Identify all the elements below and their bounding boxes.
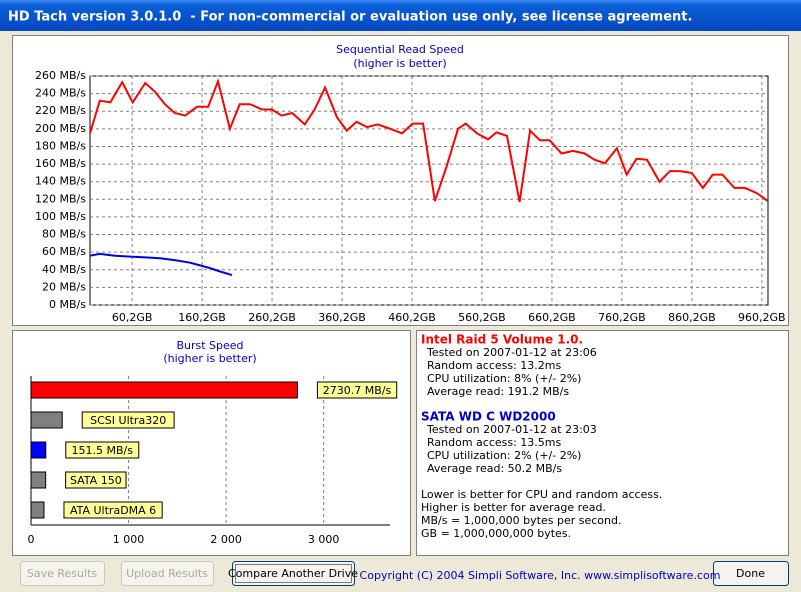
chart-title: Sequential Read Speed xyxy=(336,43,464,56)
title-bar xyxy=(0,0,801,31)
button xyxy=(121,561,214,586)
drive-stat: CPU utilization: 8% (+/- 2%) xyxy=(427,372,581,385)
x-tick-label: 60,2GB xyxy=(112,311,153,324)
drive-stat: Tested on 2007-01-12 at 23:03 xyxy=(426,423,597,436)
bar-label-box xyxy=(65,441,140,459)
copyright: Copyright (C) 2004 Simpli Software, Inc.… xyxy=(360,569,721,582)
x-tick-label: 0 xyxy=(28,533,35,546)
y-tick-label: 120 MB/s xyxy=(35,192,86,205)
button xyxy=(20,561,105,586)
bar xyxy=(30,441,47,459)
y-tick-label: 40 MB/s xyxy=(42,263,86,276)
button-label[interactable]: Done xyxy=(736,567,765,580)
y-tick-label: 180 MB/s xyxy=(35,139,86,152)
drive-stat: Random access: 13.2ms xyxy=(427,359,562,372)
chart-title: Burst Speed xyxy=(176,339,243,352)
bar-label: 2730.7 MB/s xyxy=(323,384,392,397)
drive-heading: Intel Raid 5 Volume 1.0. xyxy=(421,333,583,347)
y-tick-label: 0 MB/s xyxy=(49,298,86,311)
x-tick-label: 1 000 xyxy=(113,533,145,546)
x-tick-label: 760,2GB xyxy=(598,311,646,324)
x-tick-label: 3 000 xyxy=(308,533,340,546)
chart-subtitle: (higher is better) xyxy=(353,57,446,70)
y-tick-label: 80 MB/s xyxy=(42,228,86,241)
y-tick-label: 160 MB/s xyxy=(35,157,86,170)
drive-stat: Tested on 2007-01-12 at 23:06 xyxy=(426,346,597,359)
drive-heading: SATA WD C WD2000 xyxy=(421,410,556,424)
button-label: Upload Results xyxy=(126,567,208,580)
x-tick-label: 860,2GB xyxy=(668,311,716,324)
x-tick-label: 160,2GB xyxy=(178,311,226,324)
bar xyxy=(30,501,45,519)
button[interactable] xyxy=(232,561,355,586)
drive-stat: Average read: 50.2 MB/s xyxy=(427,462,562,475)
bar-label-box xyxy=(63,501,163,519)
y-tick-label: 260 MB/s xyxy=(35,69,86,82)
bar-label: 151.5 MB/s xyxy=(72,444,134,457)
bar xyxy=(30,381,298,399)
x-tick-label: 960,2GB xyxy=(738,311,786,324)
button-label: Save Results xyxy=(27,567,97,580)
y-tick-label: 220 MB/s xyxy=(35,104,86,117)
bar-label: ATA UltraDMA 6 xyxy=(70,504,156,517)
button-label[interactable]: Compare Another Drive xyxy=(228,567,358,580)
note: MB/s = 1,000,000 bytes per second. xyxy=(421,514,621,527)
bar xyxy=(30,411,63,429)
y-tick-label: 140 MB/s xyxy=(35,175,86,188)
y-tick-label: 200 MB/s xyxy=(35,122,86,135)
bar-label: SCSI Ultra320 xyxy=(90,414,166,427)
x-tick-label: 660,2GB xyxy=(528,311,576,324)
series-line xyxy=(89,77,769,203)
y-tick-label: 20 MB/s xyxy=(42,280,86,293)
note: GB = 1,000,000,000 bytes. xyxy=(421,527,571,540)
x-tick-label: 2 000 xyxy=(210,533,242,546)
y-tick-label: 240 MB/s xyxy=(35,87,86,100)
x-tick-label: 560,2GB xyxy=(458,311,506,324)
bar xyxy=(30,471,47,489)
button[interactable] xyxy=(713,561,789,586)
drive-stat: Average read: 191.2 MB/s xyxy=(427,385,569,398)
bar-label: SATA 150 xyxy=(70,474,122,487)
info-panel xyxy=(416,330,789,556)
drive-stat: CPU utilization: 2% (+/- 2%) xyxy=(427,449,581,462)
window-title: HD Tach version 3.0.1.0 - For non-commer… xyxy=(8,10,692,25)
note: Higher is better for average read. xyxy=(421,501,606,514)
focus-ring xyxy=(235,564,352,583)
chart-subtitle: (higher is better) xyxy=(163,352,256,365)
bar-label-box xyxy=(81,411,175,429)
x-tick-label: 360,2GB xyxy=(318,311,366,324)
y-tick-label: 100 MB/s xyxy=(35,210,86,223)
series-line xyxy=(89,252,233,277)
bar-label-box xyxy=(65,471,127,489)
drive-stat: Random access: 13.5ms xyxy=(427,436,562,449)
note: Lower is better for CPU and random acces… xyxy=(421,488,662,501)
x-tick-label: 460,2GB xyxy=(388,311,436,324)
y-tick-label: 60 MB/s xyxy=(42,245,86,258)
x-tick-label: 260,2GB xyxy=(248,311,296,324)
bar-label-box xyxy=(316,381,398,399)
